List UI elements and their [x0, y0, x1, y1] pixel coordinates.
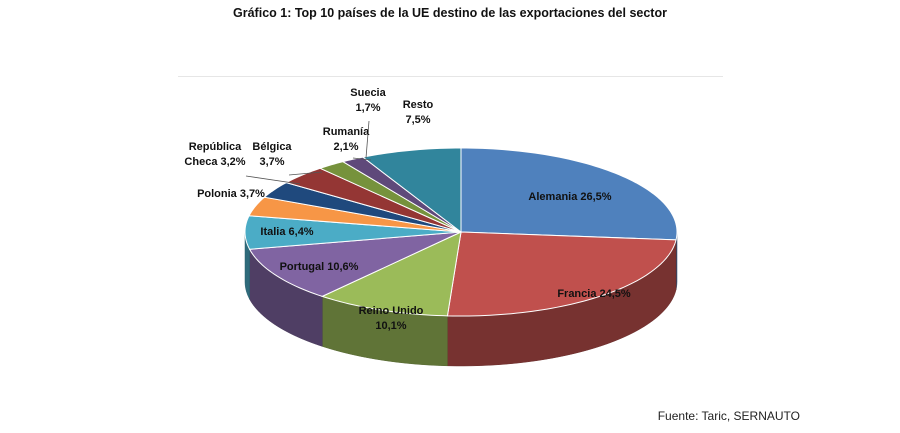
data-label-suecia: Suecia 1,7% [350, 87, 386, 114]
leader-line-rep-blica-checa [245, 175, 301, 185]
slice-suecia [341, 156, 462, 233]
slice-italia [244, 215, 462, 250]
data-label-alemania: Alemania 26,5% [528, 191, 611, 203]
data-label-b-lgica: Bélgica 3,7% [252, 141, 292, 168]
leader-line-b-lgica [288, 171, 323, 176]
chart-frame-line [178, 76, 723, 77]
slice-portugal [248, 231, 462, 297]
slice-polonia [248, 196, 462, 233]
data-label-ruman-a: Rumanía 2,1% [323, 126, 370, 153]
data-label-francia: Francia 24,5% [557, 288, 631, 300]
slice-reino-unido [320, 231, 462, 317]
slice-b-lgica [284, 167, 462, 233]
data-label-polonia: Polonia 3,7% [197, 188, 265, 200]
slice-resto [361, 147, 462, 234]
data-label-portugal: Portugal 10,6% [280, 261, 359, 273]
leader-line-suecia [365, 120, 370, 159]
slice-francia [446, 231, 677, 317]
slice-rep-blica-checa [263, 182, 462, 233]
leader-line-ruman-a [352, 157, 372, 161]
data-label-italia: Italia 6,4% [260, 226, 313, 238]
slice-alemania [460, 147, 678, 241]
data-label-reino-unido: Reino Unido 10,1% [359, 305, 424, 332]
data-label-rep-blica-checa: República Checa 3,2% [184, 141, 245, 168]
slice-ruman-a [318, 161, 462, 233]
pie-top-faces [244, 147, 678, 317]
data-label-resto: Resto 7,5% [403, 99, 434, 126]
chart-source: Fuente: Taric, SERNAUTO [657, 409, 800, 423]
chart-title: Gráfico 1: Top 10 países de la UE destin… [233, 6, 667, 20]
